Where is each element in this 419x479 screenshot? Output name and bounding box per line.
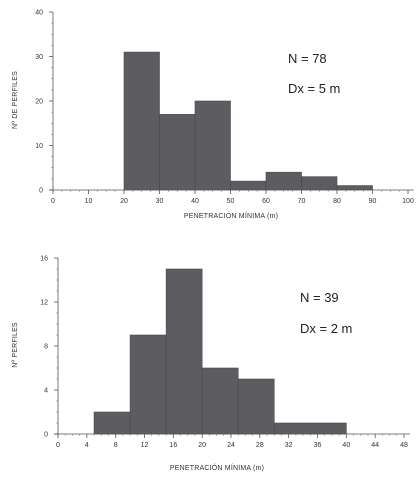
histogram-bar — [302, 177, 338, 190]
y-tick-label: 12 — [40, 300, 48, 307]
chart-bottom-xlabel: PENETRACIÓN MÍNIMA (m) — [170, 463, 264, 472]
x-tick-label: 20 — [120, 198, 128, 205]
x-tick-label: 36 — [314, 442, 322, 449]
chart-top-annotation-dx: Dx = 5 m — [288, 81, 340, 96]
x-tick-label: 4 — [85, 442, 89, 449]
y-tick-label: 0 — [44, 432, 48, 439]
chart-top-xlabel: PENETRACIÓN MÍNIMA (m) — [184, 211, 278, 220]
y-tick-label: 40 — [35, 10, 43, 17]
chart-bottom-ylabel: Nº PERFILES — [12, 322, 19, 368]
x-tick-label: 20 — [198, 442, 206, 449]
histogram-bar — [160, 114, 196, 190]
histogram-bar — [337, 186, 373, 190]
x-tick-label: 32 — [285, 442, 293, 449]
histogram-bar — [94, 412, 130, 434]
x-tick-label: 50 — [227, 198, 235, 205]
x-tick-label: 90 — [369, 198, 377, 205]
y-tick-label: 16 — [40, 256, 48, 263]
x-tick-label: 70 — [298, 198, 306, 205]
x-tick-label: 40 — [342, 442, 350, 449]
y-tick-label: 8 — [44, 344, 48, 351]
y-tick-label: 20 — [35, 99, 43, 106]
histogram-bar — [238, 379, 274, 434]
x-tick-label: 16 — [169, 442, 177, 449]
chart-top-ylabel: Nº DE PERFILES — [12, 71, 19, 129]
histogram-bar — [166, 269, 202, 434]
x-tick-label: 0 — [56, 442, 60, 449]
x-tick-label: 0 — [51, 198, 55, 205]
x-tick-label: 60 — [262, 198, 270, 205]
chart-bottom-annotation-n: N = 39 — [300, 290, 339, 305]
histogram-top: PENETRACIÓN MÍNIMA (m) Nº DE PERFILES N … — [12, 10, 414, 221]
x-tick-label: 8 — [114, 442, 118, 449]
x-tick-label: 24 — [227, 442, 235, 449]
x-tick-label: 80 — [333, 198, 341, 205]
y-tick-label: 30 — [35, 54, 43, 61]
y-tick-label: 10 — [35, 143, 43, 150]
x-tick-label: 44 — [371, 442, 379, 449]
chart-bottom-annotation-dx: Dx = 2 m — [300, 321, 352, 336]
histogram-bar — [231, 181, 267, 190]
x-tick-label: 48 — [400, 442, 408, 449]
x-tick-label: 30 — [156, 198, 164, 205]
histogram-bar — [266, 172, 302, 190]
histogram-bottom: PENETRACIÓN MÍNIMA (m) Nº PERFILES N = 3… — [12, 256, 410, 473]
x-tick-label: 100 — [402, 198, 414, 205]
x-tick-label: 40 — [191, 198, 199, 205]
y-tick-label: 4 — [44, 388, 48, 395]
histogram-bar — [130, 335, 166, 434]
x-tick-label: 10 — [85, 198, 93, 205]
histogram-bar — [124, 52, 160, 190]
x-tick-label: 12 — [141, 442, 149, 449]
y-tick-label: 0 — [39, 188, 43, 195]
histogram-bar — [274, 423, 346, 434]
histogram-bar — [202, 368, 238, 434]
chart-top-annotation-n: N = 78 — [288, 51, 327, 66]
x-tick-label: 28 — [256, 442, 264, 449]
histogram-bar — [195, 101, 231, 190]
